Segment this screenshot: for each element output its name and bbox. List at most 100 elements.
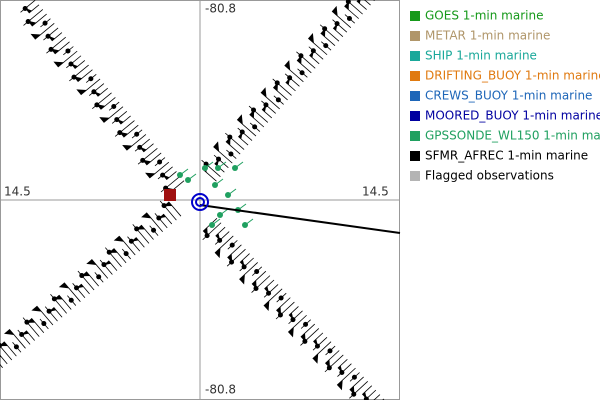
- obs-dot: [327, 348, 333, 354]
- obs-dot: [314, 343, 320, 349]
- obs-dot: [117, 130, 123, 136]
- obs-dot: [101, 262, 107, 268]
- obs-dot: [68, 61, 74, 67]
- barb-staff: [273, 87, 288, 101]
- legend-label: DRIFTING_BUOY 1-min marine: [425, 69, 600, 83]
- obs-dot: [48, 46, 54, 52]
- barb-staff: [214, 235, 234, 254]
- barb-flag: [30, 33, 41, 40]
- obs-dot: [275, 97, 281, 103]
- barb-staff: [263, 288, 283, 307]
- obs-dot: [351, 374, 357, 380]
- obs-dot: [216, 156, 222, 162]
- barb-staff: [135, 237, 145, 248]
- barb-staff: [157, 166, 173, 180]
- legend: GOES 1-min marine METAR 1-min marine SHIP …: [410, 9, 600, 183]
- barb-staff: [77, 69, 93, 83]
- barb-staff: [43, 27, 59, 41]
- barb-flag: [53, 61, 64, 68]
- obs-dot: [71, 74, 77, 80]
- barb-staff: [324, 350, 340, 364]
- legend-swatch: [410, 31, 420, 41]
- barb-staff: [344, 5, 359, 19]
- obs-dot: [45, 33, 51, 39]
- obs-dot: [227, 134, 233, 140]
- legend-swatch: [410, 151, 420, 161]
- wind-barbs: [0, 0, 385, 400]
- barb-staff: [261, 100, 276, 114]
- barb-flag: [76, 89, 87, 95]
- obs-dot: [79, 273, 85, 279]
- obs-dot: [65, 48, 71, 54]
- barb-staff: [0, 354, 8, 365]
- obs-dot: [13, 344, 19, 350]
- obs-dot: [106, 249, 112, 255]
- legend-swatch: [410, 51, 420, 61]
- obs-dot: [266, 290, 272, 296]
- barb-staff: [99, 259, 113, 275]
- barb-flag: [237, 114, 243, 125]
- barb-staff: [213, 154, 229, 168]
- obs-dot: [299, 70, 305, 76]
- obs-dot: [303, 321, 309, 327]
- obs-dot: [287, 75, 293, 81]
- barb-staff: [88, 83, 105, 96]
- obs-dot: [302, 338, 308, 344]
- obs-dot: [252, 124, 258, 130]
- obs-dot: [251, 107, 257, 113]
- sonde-dot: [225, 192, 231, 198]
- obs-dot: [114, 117, 120, 123]
- obs-dot: [322, 26, 328, 32]
- barb-staff: [214, 231, 230, 245]
- barb-staff: [0, 363, 3, 368]
- barb-staff: [336, 367, 356, 386]
- barb-staff: [263, 284, 279, 298]
- barb-flag: [331, 5, 338, 17]
- obs-dot: [134, 226, 140, 232]
- obs-dot: [229, 242, 235, 248]
- obs-dot: [51, 296, 57, 302]
- legend-label: MOORED_BUOY 1-min marine: [425, 109, 600, 123]
- legend-swatch: [410, 11, 420, 21]
- barb-flag: [145, 172, 156, 179]
- obs-dot: [123, 251, 129, 257]
- legend-label: CREWS_BUOY 1-min marine: [425, 89, 592, 103]
- left-label: 14.5: [4, 185, 31, 199]
- track-line: [199, 204, 401, 234]
- barb-staff: [364, 0, 371, 6]
- legend-label: SHIP 1-min marine: [425, 49, 537, 63]
- barb-flag: [3, 329, 15, 335]
- barb-staff: [120, 115, 131, 125]
- barb-staff: [276, 297, 291, 311]
- obs-dot: [96, 274, 102, 280]
- barb-staff: [127, 236, 141, 252]
- sonde-dot: [212, 182, 218, 188]
- legend-label: METAR 1-min marine: [425, 29, 550, 43]
- barb-staff: [44, 306, 58, 322]
- barb-flag: [284, 60, 291, 71]
- barb-staff: [54, 41, 70, 55]
- obs-dot: [277, 312, 283, 318]
- obs-dot: [42, 20, 48, 26]
- barb-staff: [337, 363, 352, 377]
- obs-dot: [241, 264, 247, 270]
- obs-dot: [239, 129, 245, 135]
- obs-dot: [91, 89, 97, 95]
- obs-dot: [253, 286, 259, 292]
- obs-dot: [160, 172, 166, 178]
- barb-staff: [261, 109, 273, 119]
- bottom-label: -80.8: [205, 383, 236, 397]
- barb-flag: [0, 355, 2, 358]
- obs-dot: [128, 238, 134, 244]
- obs-dot: [298, 53, 304, 59]
- barb-flag: [263, 300, 270, 311]
- barb-flag: [213, 141, 220, 152]
- barb-flag: [58, 282, 70, 289]
- barb-flag: [239, 274, 245, 285]
- legend-label: SFMR_AFREC 1-min marine: [425, 149, 588, 163]
- barb-staff: [20, 0, 36, 13]
- obs-dot: [22, 5, 28, 11]
- barb-flag: [356, 0, 361, 4]
- barb-staff: [163, 213, 173, 225]
- legend-swatch: [410, 111, 420, 121]
